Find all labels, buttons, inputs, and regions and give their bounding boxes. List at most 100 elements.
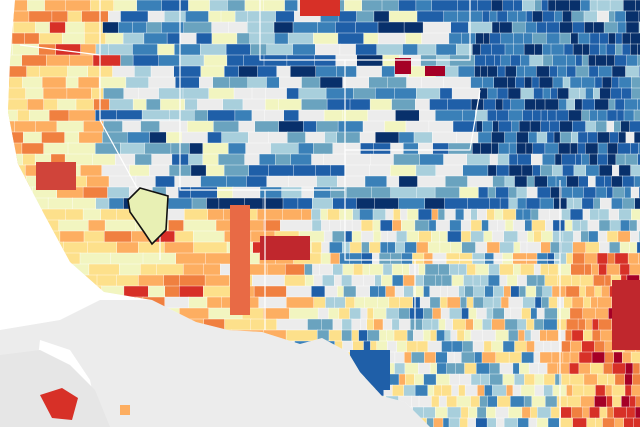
county <box>581 153 590 166</box>
county <box>570 263 586 276</box>
county <box>618 208 633 221</box>
county <box>432 131 458 144</box>
county <box>618 76 632 89</box>
county <box>429 285 442 298</box>
county <box>441 384 453 397</box>
county <box>497 395 512 408</box>
county <box>476 362 491 375</box>
county <box>578 351 593 364</box>
county <box>525 10 533 23</box>
county <box>507 10 519 23</box>
county <box>24 32 40 45</box>
county <box>103 87 125 100</box>
county <box>439 230 449 243</box>
county <box>621 87 633 100</box>
county <box>575 65 590 78</box>
county <box>435 219 451 232</box>
county <box>282 208 303 221</box>
county <box>491 43 506 56</box>
county <box>122 120 142 133</box>
county <box>132 21 148 34</box>
county <box>512 252 528 265</box>
county <box>463 208 472 221</box>
county <box>340 219 353 232</box>
county <box>540 263 550 276</box>
county <box>532 164 541 177</box>
county <box>585 318 593 331</box>
county <box>380 241 389 254</box>
county <box>473 296 485 309</box>
county <box>418 208 433 221</box>
county <box>398 131 415 144</box>
county <box>313 296 327 309</box>
county <box>418 142 434 155</box>
county <box>540 109 548 122</box>
county <box>487 395 498 408</box>
county <box>589 109 599 122</box>
county <box>551 351 564 364</box>
county <box>311 208 322 221</box>
county <box>609 219 622 232</box>
county <box>533 87 544 100</box>
county <box>276 65 292 78</box>
county <box>181 131 209 144</box>
county <box>573 197 583 210</box>
county <box>610 87 623 100</box>
county <box>183 21 213 34</box>
county <box>401 219 416 232</box>
county <box>624 186 632 199</box>
county <box>21 142 45 155</box>
county <box>313 186 332 199</box>
county <box>461 241 477 254</box>
county <box>429 329 438 342</box>
county <box>583 384 597 397</box>
county <box>286 285 312 298</box>
county <box>440 285 448 298</box>
county <box>394 362 406 375</box>
county <box>531 76 540 89</box>
county <box>638 252 640 265</box>
county <box>611 197 624 210</box>
county <box>435 373 451 386</box>
county <box>433 417 444 427</box>
county <box>511 21 527 34</box>
county <box>62 32 85 45</box>
county <box>329 241 344 254</box>
county <box>416 241 429 254</box>
county <box>547 252 555 265</box>
county <box>391 318 401 331</box>
county <box>583 329 593 342</box>
county <box>521 406 532 419</box>
county <box>552 76 564 89</box>
county <box>633 417 640 427</box>
county <box>436 362 448 375</box>
county <box>569 0 582 12</box>
county <box>546 329 560 342</box>
county <box>482 329 497 342</box>
county <box>566 252 574 265</box>
county <box>494 208 504 221</box>
county <box>534 384 545 397</box>
county <box>477 131 493 144</box>
county <box>552 164 564 177</box>
county <box>372 208 387 221</box>
county <box>317 307 330 320</box>
county <box>515 208 524 221</box>
county <box>458 384 466 397</box>
county <box>183 208 209 221</box>
county <box>460 296 468 309</box>
county <box>508 186 518 199</box>
county <box>561 186 574 199</box>
county <box>499 274 508 287</box>
county <box>382 318 393 331</box>
county <box>250 318 278 331</box>
county <box>100 208 117 221</box>
county <box>484 384 494 397</box>
county <box>483 230 493 243</box>
county <box>450 241 463 254</box>
county <box>158 54 181 67</box>
county <box>145 98 161 111</box>
county <box>594 98 610 111</box>
county <box>468 307 478 320</box>
county <box>508 109 524 122</box>
